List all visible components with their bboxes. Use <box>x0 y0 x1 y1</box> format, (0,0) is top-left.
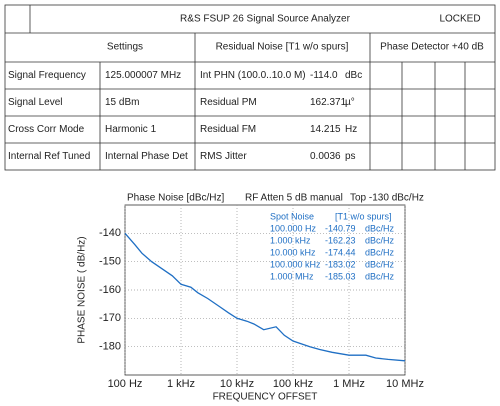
table-cell: Signal Level <box>8 97 62 108</box>
x-tick-label: 10 MHz <box>386 378 424 390</box>
chart-header: Phase Noise [dBc/Hz] <box>127 193 224 204</box>
table-title: R&S FSUP 26 Signal Source Analyzer <box>180 14 351 25</box>
table-cell: 15 dBm <box>105 97 139 108</box>
table-cell: 14.215 <box>310 124 341 135</box>
table-cell: µ° <box>345 97 355 108</box>
spot-cell: 10.000 kHz <box>270 247 316 257</box>
status: LOCKED <box>439 14 480 25</box>
y-tick-label: -140 <box>99 227 121 239</box>
spot-cell: dBc/Hz <box>365 223 395 233</box>
spot-cell: 100.000 kHz <box>270 259 321 269</box>
table-cell: 162.371 <box>310 97 347 108</box>
header: Settings <box>107 42 143 53</box>
spot-subtitle: [T1 w/o spurs] <box>335 211 392 221</box>
table-cell: Residual FM <box>200 124 256 135</box>
y-axis-label: PHASE NOISE ( dB/Hz) <box>77 236 88 343</box>
spot-cell: -162.23 <box>325 235 356 245</box>
x-axis-label: FREQUENCY OFFSET <box>213 392 318 403</box>
table-cell: Harmonic 1 <box>105 124 157 135</box>
spot-cell: dBc/Hz <box>365 235 395 245</box>
table-cell: ps <box>345 151 356 162</box>
x-tick-label: 100 kHz <box>273 378 313 390</box>
spot-cell: -174.44 <box>325 247 356 257</box>
table-frame <box>4 4 496 171</box>
table-cell: 0.0036 <box>310 151 341 162</box>
table-cell: dBc <box>345 70 362 81</box>
spot-cell: -185.03 <box>325 271 356 281</box>
y-tick-label: -180 <box>99 341 121 353</box>
table-cell: Cross Corr Mode <box>8 124 85 135</box>
spot-cell: -140.79 <box>325 223 356 233</box>
spot-cell: -183.02 <box>325 259 356 269</box>
table-cell: 125.000007 MHz <box>105 70 181 81</box>
table-cell: -114.0 <box>310 70 338 81</box>
spot-title: Spot Noise <box>270 211 314 221</box>
chart-header: RF Atten 5 dB manual <box>245 193 343 204</box>
x-tick-label: 100 Hz <box>108 378 143 390</box>
table-cell: Internal Ref Tuned <box>8 151 90 162</box>
y-tick-label: -170 <box>99 312 121 324</box>
spot-cell: 100.000 Hz <box>270 223 317 233</box>
chart-header: Top -130 dBc/Hz <box>350 193 424 204</box>
y-tick-label: -160 <box>99 284 121 296</box>
spot-cell: 1.000 kHz <box>270 235 311 245</box>
x-tick-label: 1 kHz <box>167 378 195 390</box>
table-cell: Hz <box>345 124 357 135</box>
y-tick-label: -150 <box>99 256 121 268</box>
table-cell: RMS Jitter <box>200 151 247 162</box>
x-tick-label: 10 kHz <box>220 378 254 390</box>
header: Residual Noise [T1 w/o spurs] <box>216 42 349 53</box>
x-tick-label: 1 MHz <box>333 378 365 390</box>
table-cell: Signal Frequency <box>8 70 86 81</box>
spot-cell: dBc/Hz <box>365 247 395 257</box>
table-cell: Int PHN (100.0..10.0 M) <box>200 70 306 81</box>
spot-cell: 1.000 MHz <box>270 271 314 281</box>
header: Phase Detector +40 dB <box>380 42 484 53</box>
noise-curve <box>124 232 406 362</box>
table-cell: Residual PM <box>200 97 257 108</box>
spot-cell: dBc/Hz <box>365 271 395 281</box>
table-cell: Internal Phase Det <box>105 151 188 162</box>
spot-cell: dBc/Hz <box>365 259 395 269</box>
